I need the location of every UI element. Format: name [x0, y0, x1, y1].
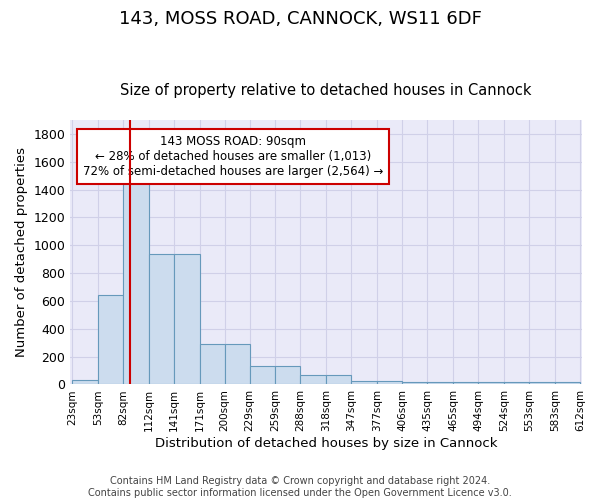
- Text: 143, MOSS ROAD, CANNOCK, WS11 6DF: 143, MOSS ROAD, CANNOCK, WS11 6DF: [119, 10, 481, 28]
- Text: 143 MOSS ROAD: 90sqm
← 28% of detached houses are smaller (1,013)
72% of semi-de: 143 MOSS ROAD: 90sqm ← 28% of detached h…: [83, 136, 383, 178]
- Title: Size of property relative to detached houses in Cannock: Size of property relative to detached ho…: [120, 83, 532, 98]
- Bar: [453, 382, 478, 384]
- Bar: [98, 294, 123, 384]
- Bar: [478, 382, 504, 384]
- Bar: [504, 382, 529, 384]
- Bar: [555, 382, 580, 384]
- Bar: [402, 382, 427, 384]
- Bar: [123, 178, 149, 384]
- Bar: [250, 366, 275, 384]
- X-axis label: Distribution of detached houses by size in Cannock: Distribution of detached houses by size …: [155, 437, 497, 450]
- Bar: [174, 254, 200, 384]
- Bar: [301, 376, 326, 384]
- Text: Contains HM Land Registry data © Crown copyright and database right 2024.
Contai: Contains HM Land Registry data © Crown c…: [88, 476, 512, 498]
- Bar: [224, 344, 250, 385]
- Bar: [529, 382, 555, 384]
- Bar: [149, 254, 174, 384]
- Bar: [352, 381, 377, 384]
- Y-axis label: Number of detached properties: Number of detached properties: [15, 147, 28, 357]
- Bar: [275, 366, 301, 384]
- Bar: [377, 381, 402, 384]
- Bar: [427, 382, 453, 384]
- Bar: [200, 344, 224, 385]
- Bar: [72, 380, 98, 384]
- Bar: [326, 376, 352, 384]
